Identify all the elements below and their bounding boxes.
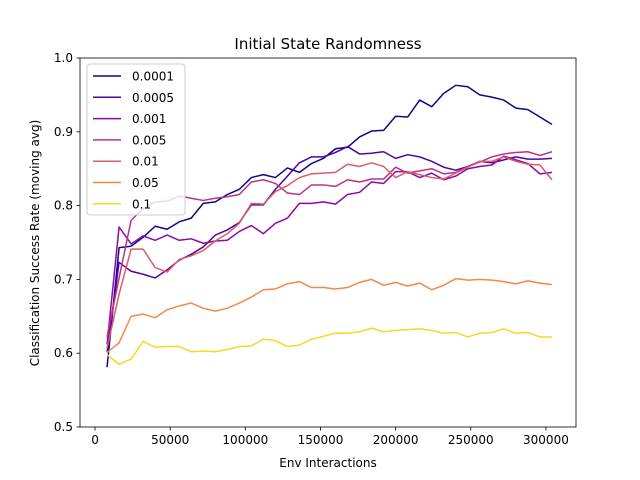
x-tick-label: 300000 — [523, 433, 569, 447]
legend-label-1: 0.0005 — [132, 91, 174, 105]
series-line-0 — [106, 84, 553, 368]
y-axis-ticks: 0.5 0.6 0.7 0.8 0.9 1.0 — [54, 51, 80, 434]
legend-label-2: 0.001 — [132, 112, 166, 126]
x-axis-ticks: 0 50000 100000 150000 200000 250000 300000 — [91, 427, 569, 447]
x-tick-label: 150000 — [298, 433, 344, 447]
x-tick-label: 50000 — [151, 433, 189, 447]
chart-title: Initial State Randomness — [234, 35, 421, 53]
x-tick-label: 250000 — [448, 433, 494, 447]
legend: 0.0001 0.0005 0.001 0.005 0.01 0.05 0.1 — [86, 63, 186, 216]
legend-label-0: 0.0001 — [132, 70, 174, 84]
series-line-6 — [106, 327, 552, 366]
y-tick-label: 0.6 — [54, 346, 73, 360]
plot-frame — [79, 57, 577, 428]
x-axis-label: Env Interactions — [279, 456, 376, 470]
y-tick-label: 0.8 — [54, 199, 73, 213]
x-tick-label: 0 — [91, 433, 99, 447]
legend-box — [86, 63, 186, 216]
y-tick-label: 0.7 — [54, 272, 73, 286]
series-line-4 — [106, 156, 553, 349]
y-tick-label: 0.9 — [54, 125, 73, 139]
series-line-2 — [106, 155, 553, 345]
legend-label-6: 0.1 — [132, 197, 151, 211]
y-axis-label: Classification Success Rate (moving avg) — [28, 120, 42, 367]
legend-label-4: 0.01 — [132, 155, 159, 169]
series-line-5 — [106, 277, 553, 354]
y-tick-label: 1.0 — [54, 51, 73, 65]
y-tick-label: 0.5 — [54, 420, 73, 434]
x-tick-label: 200000 — [373, 433, 419, 447]
x-tick-label: 100000 — [222, 433, 268, 447]
legend-label-5: 0.05 — [132, 176, 159, 190]
legend-label-3: 0.005 — [132, 133, 166, 147]
